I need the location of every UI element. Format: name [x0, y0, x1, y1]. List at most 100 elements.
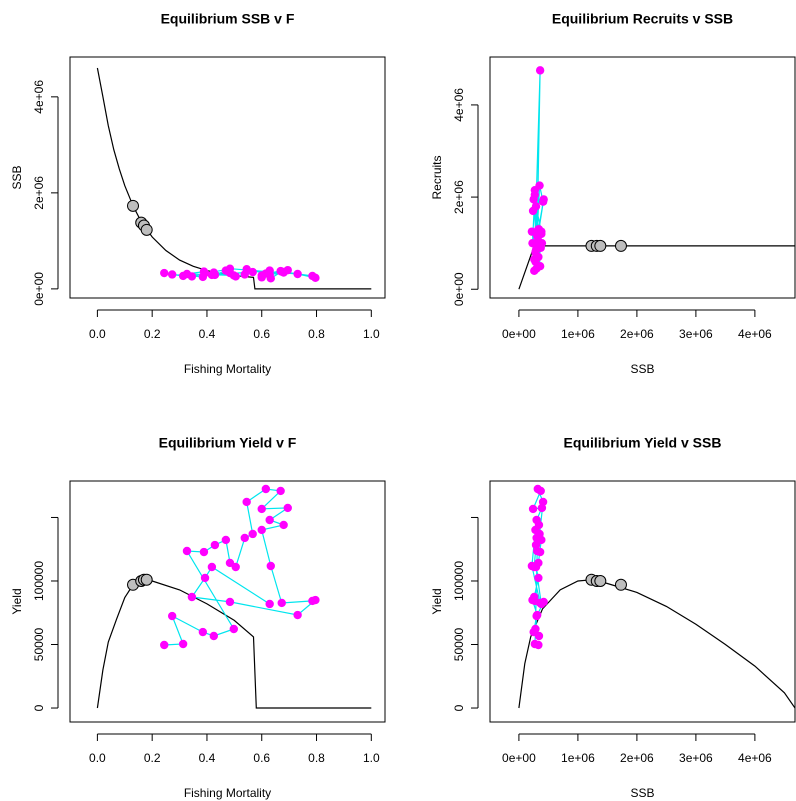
observed-point: [535, 66, 545, 75]
x-tick-label: 1e+06: [561, 751, 595, 765]
observed-point: [198, 627, 208, 637]
observed-point: [261, 484, 271, 494]
observed-point: [242, 264, 251, 274]
observed-point: [257, 271, 266, 280]
chart-title: Equilibrium Recruits v SSB: [552, 11, 733, 27]
observed-point: [257, 504, 266, 514]
observed-point: [277, 598, 286, 608]
observed-point: [266, 561, 275, 571]
y-tick-label: 100000: [452, 561, 466, 601]
x-tick-label: 0.4: [199, 751, 216, 765]
y-tick-label: 2e+06: [452, 180, 466, 214]
x-tick-label: 0.8: [308, 751, 325, 765]
observed-point: [536, 486, 545, 496]
observed-point: [221, 535, 231, 545]
reference-point: [140, 573, 153, 586]
observed-point: [528, 206, 538, 216]
observed-point: [528, 504, 538, 514]
observed-point: [210, 540, 220, 550]
x-tick-label: 0e+00: [502, 327, 536, 341]
y-axis-title: SSB: [10, 165, 24, 189]
chart-title: Equilibrium Yield v SSB: [564, 435, 722, 451]
x-tick-label: 1e+06: [561, 327, 595, 341]
observed-point: [531, 525, 540, 535]
observed-point: [283, 503, 292, 513]
y-tick-label: 100000: [32, 561, 46, 601]
observed-point: [534, 573, 543, 583]
x-tick-label: 0.8: [308, 327, 325, 341]
y-tick-label: 50000: [452, 627, 466, 661]
y-tick-label: 0e+00: [452, 272, 466, 306]
observed-point: [276, 486, 285, 496]
observed-point: [225, 264, 235, 273]
reference-point: [127, 199, 139, 212]
plot-box: [69, 480, 386, 723]
observed-point: [539, 195, 548, 204]
x-tick-label: 4e+06: [738, 327, 772, 341]
observed-point: [531, 540, 541, 550]
x-tick-label: 1.0: [363, 327, 380, 341]
chart-title: Equilibrium SSB v F: [161, 11, 295, 27]
observed-point: [257, 525, 266, 535]
y-tick-label: 2e+06: [32, 176, 46, 210]
observed-point: [531, 562, 541, 572]
equilibrium-curve: [518, 579, 795, 709]
y-tick-label: 4e+06: [32, 80, 46, 114]
equilibrium-curve: [518, 245, 795, 290]
observed-point: [535, 262, 545, 271]
x-tick-label: 0.6: [253, 751, 270, 765]
plot-box: [489, 56, 796, 299]
observed-point: [535, 547, 545, 557]
y-tick-label: 4e+06: [452, 88, 466, 122]
y-tick-label: 0: [32, 704, 46, 711]
observed-point: [530, 255, 539, 264]
observed-point: [537, 599, 546, 609]
observed-point: [167, 270, 177, 279]
reference-point: [140, 223, 153, 236]
x-tick-label: 0.0: [89, 327, 106, 341]
observed-point: [279, 520, 288, 530]
reference-point: [614, 578, 627, 591]
plot-box: [489, 480, 796, 723]
panel: Equilibrium Yield v F Fishing Mortality Yi…: [10, 435, 386, 800]
observed-point: [231, 562, 240, 572]
observed-point: [240, 533, 249, 543]
y-tick-label: 50000: [32, 627, 46, 661]
observed-point: [265, 515, 274, 525]
x-tick-label: 0.2: [144, 751, 161, 765]
observed-point: [537, 503, 547, 513]
observed-point: [229, 624, 238, 634]
panel: Equilibrium Recruits v SSB SSB Recruits 0e+…: [430, 11, 796, 376]
observed-point: [532, 610, 542, 620]
x-tick-label: 0.6: [253, 327, 270, 341]
panel: Equilibrium Yield v SSB SSB Yield 0e+00 1e+0…: [430, 435, 796, 800]
observed-point: [167, 611, 177, 621]
x-tick-label: 1.0: [363, 751, 380, 765]
reference-point: [614, 239, 627, 252]
y-tick-label: 0: [452, 704, 466, 711]
reference-point: [594, 574, 607, 587]
observed-point: [531, 624, 540, 634]
observed-point: [187, 592, 197, 602]
x-tick-label: 0.4: [199, 327, 216, 341]
x-tick-label: 0e+00: [502, 751, 536, 765]
equilibrium-curve: [96, 67, 372, 290]
y-tick-label: 0e+00: [32, 272, 46, 306]
observed-point: [311, 273, 320, 283]
observed-point: [207, 562, 217, 572]
observed-point: [530, 639, 540, 649]
observed-point: [160, 268, 169, 278]
observed-point: [160, 640, 169, 650]
panel: Equilibrium SSB v F Fishing Mortality SSB 0…: [10, 11, 386, 376]
y-axis-title: Recruits: [430, 155, 444, 199]
observed-point: [311, 595, 320, 605]
x-axis-title: SSB: [630, 786, 654, 800]
x-axis-title: SSB: [630, 362, 654, 376]
observed-point: [248, 529, 257, 539]
x-axis-title: Fishing Mortality: [184, 786, 271, 800]
x-tick-label: 0.2: [144, 327, 161, 341]
plot-box: [69, 56, 386, 299]
equilibrium-curve: [96, 579, 372, 709]
observed-point: [265, 266, 274, 275]
